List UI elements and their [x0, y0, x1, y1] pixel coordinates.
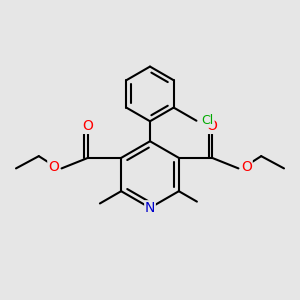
Text: N: N — [145, 201, 155, 215]
Text: O: O — [82, 119, 93, 133]
Text: O: O — [241, 160, 252, 174]
Text: O: O — [48, 160, 59, 174]
Text: O: O — [207, 119, 218, 133]
Text: Cl: Cl — [202, 114, 214, 127]
